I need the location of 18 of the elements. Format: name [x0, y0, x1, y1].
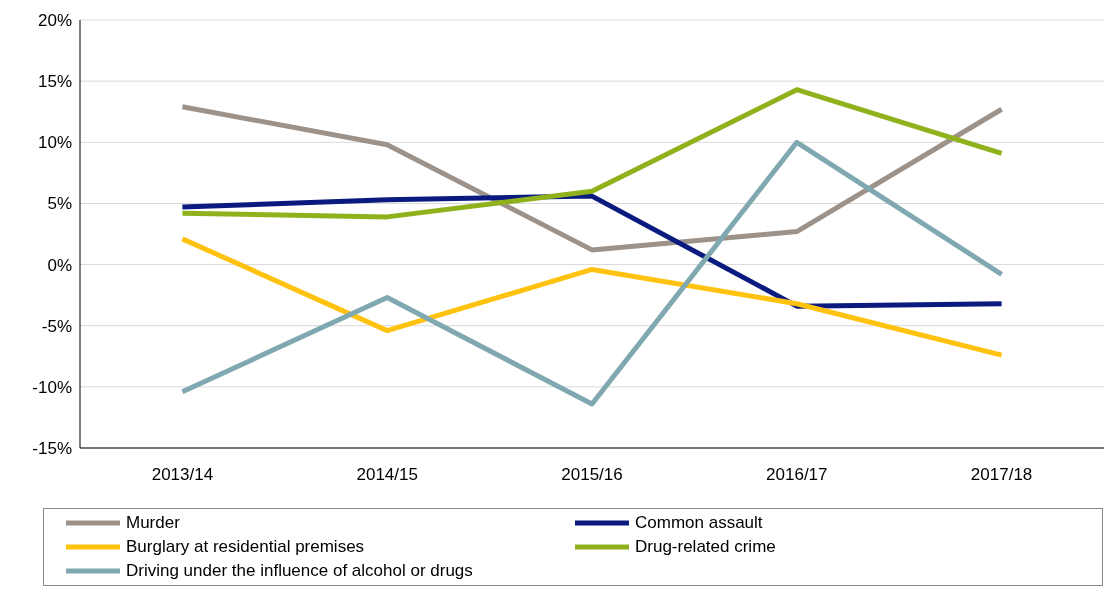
y-tick-label: -10%	[32, 377, 72, 397]
legend-label: Driving under the influence of alcohol or drugs	[126, 561, 473, 581]
y-tick-label: 5%	[47, 194, 72, 214]
legend-label: Murder	[126, 513, 180, 533]
y-tick-label: -15%	[32, 439, 72, 459]
x-tick-label: 2014/15	[356, 465, 418, 485]
legend-label: Drug-related crime	[635, 537, 776, 557]
x-tick-label: 2017/18	[970, 465, 1033, 485]
y-tick-label: 0%	[47, 255, 72, 275]
y-tick-label: 15%	[37, 72, 72, 92]
legend-label: Common assault	[635, 513, 763, 533]
y-tick-label: -5%	[41, 316, 72, 336]
x-tick-label: 2015/16	[561, 465, 623, 485]
x-tick-label: 2013/14	[151, 465, 214, 485]
y-tick-label: 10%	[37, 133, 72, 153]
y-tick-label: 20%	[37, 11, 72, 31]
x-tick-label: 2016/17	[766, 465, 828, 485]
legend-label: Burglary at residential premises	[126, 537, 365, 557]
